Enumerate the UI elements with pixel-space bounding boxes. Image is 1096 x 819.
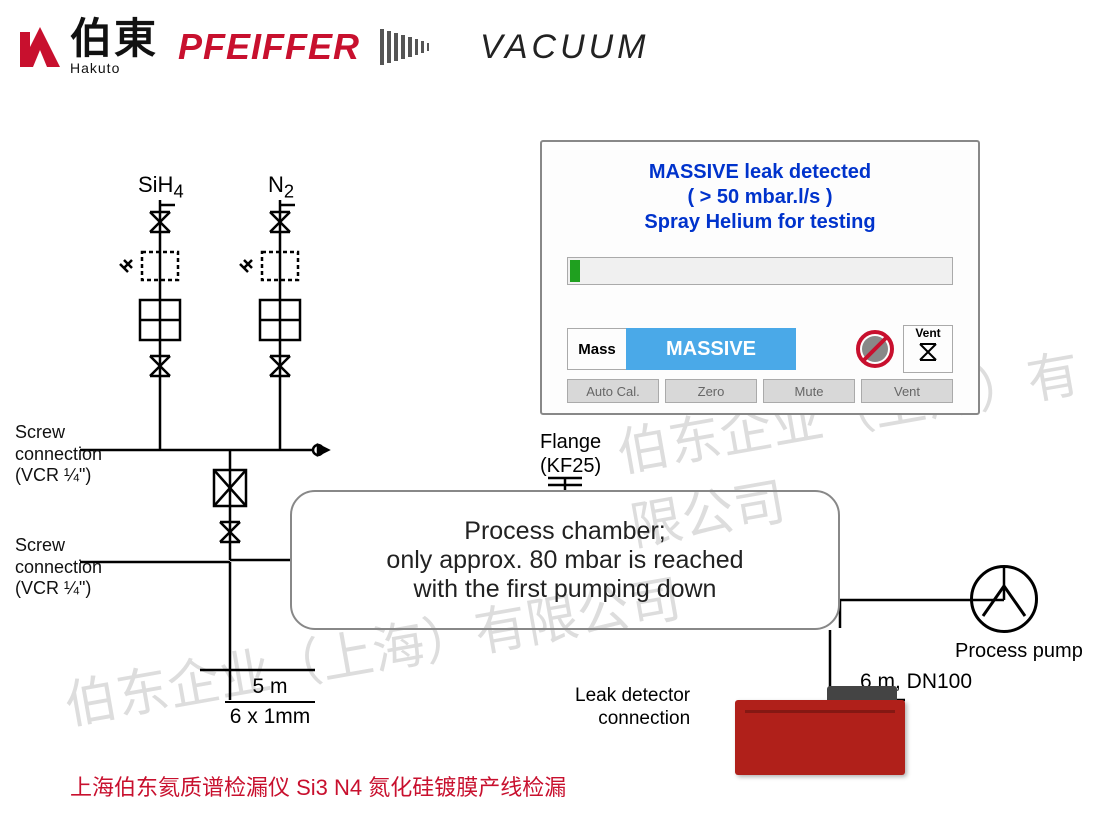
vent-valve-icon xyxy=(916,340,940,364)
zero-button[interactable]: Zero xyxy=(665,379,757,403)
process-pump-icon xyxy=(970,565,1038,633)
vacuum-logo: VACUUM xyxy=(480,28,649,67)
caption-text: 上海伯东氦质谱检漏仪 Si3 N4 氮化硅镀膜产线检漏 xyxy=(70,770,566,802)
autocal-button[interactable]: Auto Cal. xyxy=(567,379,659,403)
mute-button[interactable]: Mute xyxy=(763,379,855,403)
mass-label: Mass xyxy=(567,328,627,370)
leak-detector-device xyxy=(735,700,905,775)
process-pump-label: Process pump xyxy=(955,640,1083,663)
hakuto-cjk: 伯東 xyxy=(70,18,158,60)
process-chamber-box: Process chamber; only approx. 80 mbar is… xyxy=(290,490,840,630)
progress-bar xyxy=(567,257,953,285)
screen-button-bar: Auto Cal. Zero Mute Vent xyxy=(567,379,953,403)
screen-message: MASSIVE leak detected ( > 50 mbar.l/s ) … xyxy=(542,160,978,235)
vent-card[interactable]: Vent xyxy=(903,325,953,373)
gas-label-n2: N2 xyxy=(268,172,294,202)
hakuto-mark-icon xyxy=(15,22,65,72)
leak-detector-label: Leak detectorconnection xyxy=(575,685,690,731)
gas-label-sih4: SiH4 xyxy=(138,172,184,202)
prohibit-icon xyxy=(853,327,897,371)
header-logos: 伯東 Hakuto PFEIFFER VACUUM xyxy=(15,18,650,76)
detector-screen: MASSIVE leak detected ( > 50 mbar.l/s ) … xyxy=(540,140,980,415)
pfeiffer-bars-icon xyxy=(380,27,440,67)
dim-left: 5 m 6 x 1mm xyxy=(225,675,315,729)
massive-button[interactable]: MASSIVE xyxy=(626,328,796,370)
vent-button[interactable]: Vent xyxy=(861,379,953,403)
hakuto-logo: 伯東 Hakuto xyxy=(15,18,158,76)
pfeiffer-logo: PFEIFFER xyxy=(178,26,360,68)
flange-label: Flange(KF25) xyxy=(540,430,601,478)
hakuto-en: Hakuto xyxy=(70,60,158,76)
progress-fill xyxy=(570,260,580,282)
screw-label-2: Screw connection (VCR ¼") xyxy=(15,535,102,600)
screw-label-1: Screw connection (VCR ¼") xyxy=(15,422,102,487)
